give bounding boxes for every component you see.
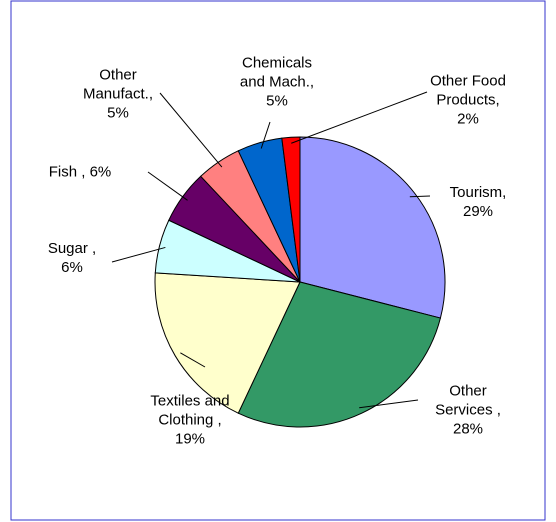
leader-line xyxy=(147,171,188,201)
slice-label: Tourism, 29% xyxy=(438,183,518,221)
value-label: 19% xyxy=(174,430,206,448)
value-label: 28% xyxy=(452,420,484,438)
category-label: Sugar , xyxy=(47,240,97,257)
frame xyxy=(10,0,546,521)
slice-label: Other Food Products, 2% xyxy=(428,72,508,129)
slice-label: Other Manufact., 5% xyxy=(75,66,161,123)
slice-label: Sugar , 6% xyxy=(41,239,103,277)
category-label: Tourism, xyxy=(449,184,507,201)
category-label: Other Manufact., xyxy=(82,66,154,103)
category-label: Other Food Products, xyxy=(430,72,506,109)
pie-slice xyxy=(237,281,442,428)
value-label: 5% xyxy=(107,104,129,122)
leader-line xyxy=(159,92,223,168)
slice-label: Chemicals and Mach., 5% xyxy=(231,54,323,111)
category-label: Textiles and Clothing , xyxy=(150,392,230,429)
category-label: Fish , xyxy=(48,163,86,181)
value-label: 2% xyxy=(457,110,479,128)
value-label: 29% xyxy=(462,203,494,220)
leader-line xyxy=(180,352,206,368)
slice-label: Other Services , 28% xyxy=(422,382,514,439)
pie-slice xyxy=(299,136,446,319)
pie-slice xyxy=(154,272,301,414)
value-label: 6% xyxy=(61,259,83,276)
category-label: Chemicals and Mach., xyxy=(239,54,315,91)
value-label: 5% xyxy=(266,92,288,110)
leader-line xyxy=(409,195,431,198)
category-label: Other Services , xyxy=(435,382,501,419)
leader-line xyxy=(111,246,166,263)
slice-label: Textiles and Clothing , 19% xyxy=(149,392,231,449)
leader-line xyxy=(359,399,419,409)
slice-label: Fish , 6% xyxy=(25,163,135,182)
pie-slice xyxy=(281,136,301,283)
leader-line xyxy=(260,121,271,149)
leader-line xyxy=(291,91,428,144)
value-label: 6% xyxy=(89,163,112,181)
